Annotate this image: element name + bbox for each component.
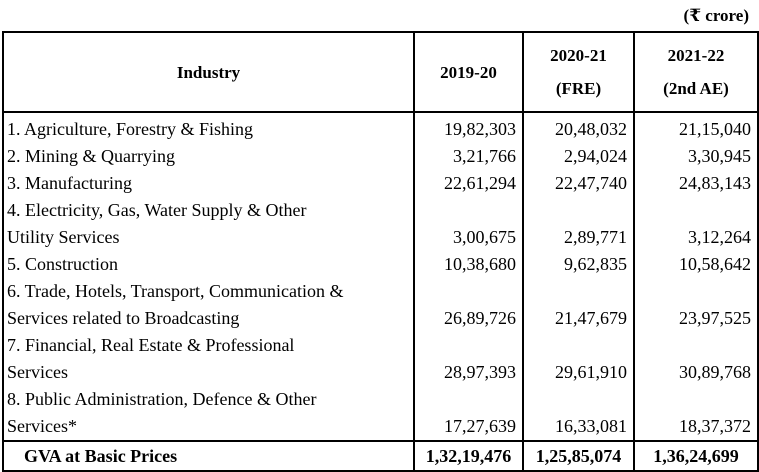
value-2019-20: 3,21,766 (413, 143, 524, 170)
industry-label: 6. Trade, Hotels, Transport, Communicati… (2, 278, 415, 305)
table-row: 6. Trade, Hotels, Transport, Communicati… (2, 278, 759, 305)
header-2020-21-year: 2020-21 (550, 46, 607, 65)
value-2020-21: 16,33,081 (522, 413, 635, 441)
industry-label-continued: Utility Services (2, 224, 415, 251)
header-2021-22: 2021-22 (2nd AE) (633, 31, 759, 113)
header-2021-22-year: 2021-22 (667, 46, 725, 65)
header-2019-20: 2019-20 (413, 31, 524, 113)
value-2019-20: 28,97,393 (413, 359, 524, 386)
industry-label-continued: Services related to Broadcasting (2, 305, 415, 332)
table-row: 4. Electricity, Gas, Water Supply & Othe… (2, 197, 759, 224)
total-2019-20: 1,32,19,476 (413, 440, 524, 472)
value-2021-22: 30,89,768 (633, 359, 759, 386)
table-body: 1. Agriculture, Forestry & Fishing 19,82… (2, 112, 759, 472)
value-2021-22: 23,97,525 (633, 305, 759, 332)
total-2021-22: 1,36,24,699 (633, 440, 759, 472)
value-2019-20: 26,89,726 (413, 305, 524, 332)
value-2021-22: 10,58,642 (633, 251, 759, 278)
industry-label: 1. Agriculture, Forestry & Fishing (2, 112, 415, 143)
value-2019-20: 17,27,639 (413, 413, 524, 441)
header-2020-21-note: (FRE) (555, 79, 602, 98)
header-2020-21: 2020-21 (FRE) (522, 31, 635, 113)
industry-label: 3. Manufacturing (2, 170, 415, 197)
table-row-continued: Utility Services 3,00,675 2,89,771 3,12,… (2, 224, 759, 251)
total-row: GVA at Basic Prices 1,32,19,476 1,25,85,… (2, 440, 759, 472)
gva-table: Industry 2019-20 2020-21 (FRE) 2021-22 (… (2, 31, 759, 472)
value-2021-22: 24,83,143 (633, 170, 759, 197)
value-2021-22: 3,30,945 (633, 143, 759, 170)
value-2020-21: 29,61,910 (522, 359, 635, 386)
value-2020-21: 21,47,679 (522, 305, 635, 332)
table-row-continued: Services* 17,27,639 16,33,081 18,37,372 (2, 413, 759, 441)
value-2021-22: 18,37,372 (633, 413, 759, 441)
unit-label: (₹ crore) (683, 6, 749, 25)
value-2019-20: 19,82,303 (413, 112, 524, 143)
value-2019-20: 22,61,294 (413, 170, 524, 197)
industry-label: 8. Public Administration, Defence & Othe… (2, 386, 415, 413)
value-2020-21: 20,48,032 (522, 112, 635, 143)
table-row: 5. Construction 10,38,680 9,62,835 10,58… (2, 251, 759, 278)
value-2021-22: 21,15,040 (633, 112, 759, 143)
industry-label: 7. Financial, Real Estate & Professional (2, 332, 415, 359)
industry-label-continued: Services (2, 359, 415, 386)
value-2020-21: 2,94,024 (522, 143, 635, 170)
total-label: GVA at Basic Prices (2, 440, 415, 472)
industry-label: 5. Construction (2, 251, 415, 278)
value-2021-22: 3,12,264 (633, 224, 759, 251)
header-2021-22-note: (2nd AE) (663, 79, 729, 98)
industry-label: 2. Mining & Quarrying (2, 143, 415, 170)
table-row: 3. Manufacturing 22,61,294 22,47,740 24,… (2, 170, 759, 197)
value-2019-20: 3,00,675 (413, 224, 524, 251)
value-2020-21: 2,89,771 (522, 224, 635, 251)
table-row: 7. Financial, Real Estate & Professional (2, 332, 759, 359)
table-row: 1. Agriculture, Forestry & Fishing 19,82… (2, 112, 759, 143)
header-row: Industry 2019-20 2020-21 (FRE) 2021-22 (… (2, 31, 759, 113)
table-row: 2. Mining & Quarrying 3,21,766 2,94,024 … (2, 143, 759, 170)
table-row: 8. Public Administration, Defence & Othe… (2, 386, 759, 413)
value-2020-21: 22,47,740 (522, 170, 635, 197)
total-2020-21: 1,25,85,074 (522, 440, 635, 472)
table-row-continued: Services related to Broadcasting 26,89,7… (2, 305, 759, 332)
industry-label-continued: Services* (2, 413, 415, 441)
table-row-continued: Services 28,97,393 29,61,910 30,89,768 (2, 359, 759, 386)
value-2019-20: 10,38,680 (413, 251, 524, 278)
value-2020-21: 9,62,835 (522, 251, 635, 278)
header-industry: Industry (2, 31, 415, 113)
industry-label: 4. Electricity, Gas, Water Supply & Othe… (2, 197, 415, 224)
